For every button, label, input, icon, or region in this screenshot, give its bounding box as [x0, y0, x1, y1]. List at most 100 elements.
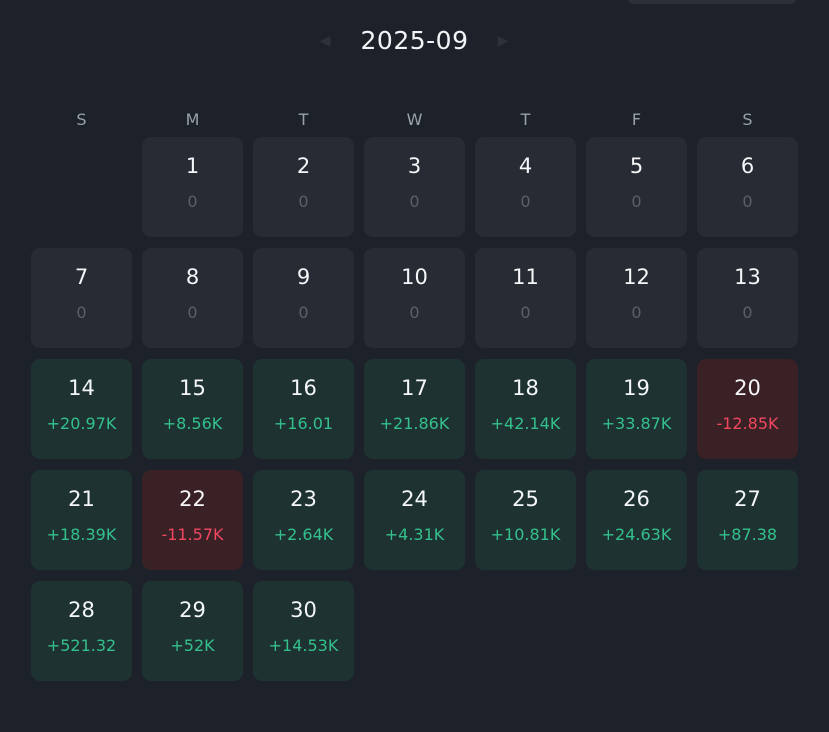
calendar-day-cell[interactable]: 19 +33.87K: [586, 359, 687, 459]
day-number: 29: [179, 598, 206, 622]
calendar-day-cell[interactable]: 18 +42.14K: [475, 359, 576, 459]
day-pnl-value: +8.56K: [162, 414, 223, 433]
calendar-day-cell[interactable]: 27 +87.38: [697, 470, 798, 570]
calendar-day-cell[interactable]: 16 +16.01: [253, 359, 354, 459]
calendar-day-cell[interactable]: 14 +20.97K: [31, 359, 132, 459]
day-pnl-value: +21.86K: [379, 414, 450, 433]
day-pnl-value: 0: [742, 303, 753, 322]
day-number: 23: [290, 487, 317, 511]
month-header: ◀ 2025-09 ▶: [0, 22, 829, 62]
day-pnl-value: +14.53K: [268, 636, 339, 655]
calendar-day-cell[interactable]: 26 +24.63K: [586, 470, 687, 570]
calendar-day-cell[interactable]: 20 -12.85K: [697, 359, 798, 459]
day-number: 17: [401, 376, 428, 400]
day-pnl-value: 0: [520, 192, 531, 211]
day-pnl-value: 0: [409, 303, 420, 322]
day-number: 20: [734, 376, 761, 400]
day-pnl-value: 0: [631, 192, 642, 211]
day-pnl-value: 0: [187, 192, 198, 211]
day-pnl-value: -11.57K: [161, 525, 224, 544]
calendar-day-cell[interactable]: 21 +18.39K: [31, 470, 132, 570]
day-number: 15: [179, 376, 206, 400]
day-number: 18: [512, 376, 539, 400]
day-pnl-value: +4.31K: [384, 525, 445, 544]
calendar-day-cell[interactable]: 11 0: [475, 248, 576, 348]
calendar-day-cell[interactable]: 15 +8.56K: [142, 359, 243, 459]
weekday-label: W: [406, 110, 423, 129]
calendar-day-cell[interactable]: 28 +521.32: [31, 581, 132, 681]
calendar-day-cell[interactable]: 22 -11.57K: [142, 470, 243, 570]
day-pnl-value: 0: [520, 303, 531, 322]
day-number: 8: [185, 265, 200, 289]
weekday-label: M: [185, 110, 200, 129]
day-pnl-value: +52K: [170, 636, 215, 655]
day-number: 4: [518, 154, 533, 178]
day-number: 16: [290, 376, 317, 400]
day-pnl-value: +16.01: [273, 414, 334, 433]
weekday-label: F: [631, 110, 642, 129]
day-number: 26: [623, 487, 650, 511]
day-number: 28: [68, 598, 95, 622]
day-number: 19: [623, 376, 650, 400]
day-pnl-value: +2.64K: [273, 525, 334, 544]
calendar-day-cell[interactable]: 17 +21.86K: [364, 359, 465, 459]
calendar-day-cell[interactable]: 29 +52K: [142, 581, 243, 681]
day-number: 27: [734, 487, 761, 511]
day-number: 13: [734, 265, 761, 289]
calendar-day-cell[interactable]: 23 +2.64K: [253, 470, 354, 570]
calendar-day-cell[interactable]: 12 0: [586, 248, 687, 348]
day-pnl-value: 0: [187, 303, 198, 322]
calendar-day-cell[interactable]: 30 +14.53K: [253, 581, 354, 681]
day-pnl-value: 0: [742, 192, 753, 211]
day-pnl-value: 0: [298, 192, 309, 211]
calendar-day-cell[interactable]: 10 0: [364, 248, 465, 348]
weekday-label: T: [520, 110, 531, 129]
day-pnl-value: 0: [631, 303, 642, 322]
day-number: 25: [512, 487, 539, 511]
day-number: 5: [629, 154, 644, 178]
day-number: 30: [290, 598, 317, 622]
chevron-left-icon[interactable]: ◀: [319, 33, 331, 49]
day-pnl-value: +42.14K: [490, 414, 561, 433]
weekday-label: S: [76, 110, 87, 129]
day-number: 11: [512, 265, 539, 289]
calendar-day-cell[interactable]: 13 0: [697, 248, 798, 348]
weekday-label: S: [742, 110, 753, 129]
chevron-right-icon[interactable]: ▶: [497, 33, 509, 49]
day-pnl-value: +20.97K: [46, 414, 117, 433]
day-number: 1: [185, 154, 200, 178]
top-toolbar-pill: [628, 0, 796, 4]
day-number: 12: [623, 265, 650, 289]
day-pnl-value: +521.32: [46, 636, 117, 655]
day-pnl-value: +10.81K: [490, 525, 561, 544]
day-number: 21: [68, 487, 95, 511]
day-pnl-value: +18.39K: [46, 525, 117, 544]
weekday-header-row: S M T W T F S: [31, 110, 799, 132]
day-number: 10: [401, 265, 428, 289]
day-number: 2: [296, 154, 311, 178]
month-title: 2025-09: [360, 26, 469, 55]
calendar-day-cell[interactable]: 25 +10.81K: [475, 470, 576, 570]
day-number: 9: [296, 265, 311, 289]
day-number: 14: [68, 376, 95, 400]
calendar-day-cell[interactable]: 24 +4.31K: [364, 470, 465, 570]
day-number: 3: [407, 154, 422, 178]
day-number: 6: [740, 154, 755, 178]
day-number: 24: [401, 487, 428, 511]
day-pnl-value: 0: [76, 303, 87, 322]
day-pnl-value: +87.38: [717, 525, 778, 544]
weekday-label: T: [298, 110, 309, 129]
calendar-grid: 1 0 2 0 3 0 4 0 5 0 6 0 7 0 8 0 9 0 10 0 11 0 12 0 13 0 14 +20.97K 1…: [31, 137, 798, 681]
day-pnl-value: 0: [298, 303, 309, 322]
day-pnl-value: +24.63K: [601, 525, 672, 544]
day-pnl-value: +33.87K: [601, 414, 672, 433]
